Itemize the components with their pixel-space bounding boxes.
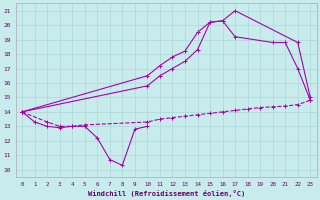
X-axis label: Windchill (Refroidissement éolien,°C): Windchill (Refroidissement éolien,°C) xyxy=(88,190,245,197)
